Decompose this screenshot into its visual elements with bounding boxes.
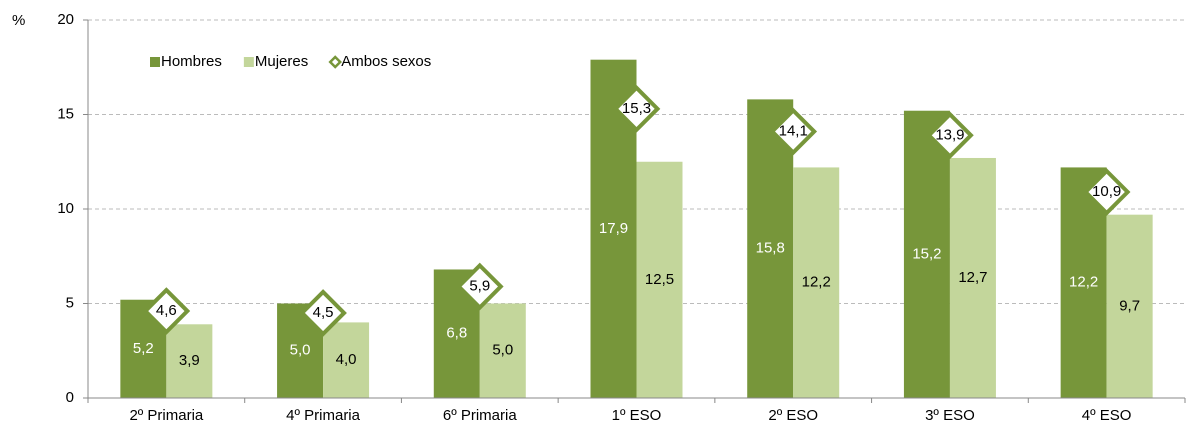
data-label: 12,2 (1069, 274, 1098, 291)
legend-marker (150, 57, 160, 67)
x-tick-label: 2º ESO (768, 407, 818, 424)
diamond-marker (769, 107, 818, 156)
bar (903, 110, 950, 398)
data-label: 5,0 (290, 342, 311, 359)
data-label: 15,2 (912, 245, 941, 262)
data-label: 15,3 (622, 100, 651, 117)
y-tick-label: 10 (57, 200, 74, 217)
diamond-marker (612, 85, 661, 133)
legend-marker (328, 55, 342, 69)
data-label: 12,2 (802, 274, 831, 291)
data-label: 14,1 (779, 122, 808, 139)
diamond-marker (1082, 168, 1131, 216)
legend-label: Mujeres (255, 53, 308, 70)
data-label: 4,5 (313, 304, 334, 321)
data-label: 13,9 (935, 126, 964, 143)
x-tick-label: 4º ESO (1082, 407, 1132, 424)
data-label: 4,6 (156, 302, 177, 319)
x-tick-label: 2º Primaria (129, 407, 203, 424)
y-tick-label: 0 (66, 389, 74, 406)
data-label: 5,0 (492, 342, 513, 359)
legend-label: Hombres (161, 53, 222, 70)
data-label: 17,9 (599, 220, 628, 237)
data-label: 12,5 (645, 271, 674, 288)
diamond-marker (455, 262, 504, 311)
data-label: 5,9 (469, 277, 490, 294)
bar (949, 157, 996, 398)
y-tick-label: 5 (66, 294, 74, 311)
data-label: 10,9 (1092, 183, 1121, 200)
diamond-marker (926, 111, 974, 160)
bar (479, 303, 526, 398)
bar (166, 324, 213, 398)
x-tick-label: 6º Primaria (443, 407, 517, 424)
diamond-marker (142, 287, 191, 335)
data-label: 6,8 (446, 325, 467, 342)
bar (636, 161, 683, 398)
x-tick-label: 3º ESO (925, 407, 975, 424)
y-axis-label: % (12, 12, 25, 29)
data-label: 5,2 (133, 340, 154, 357)
bar (323, 322, 370, 398)
x-tick-label: 1º ESO (612, 407, 662, 424)
bar (1106, 214, 1153, 398)
diamond-marker (299, 289, 347, 337)
y-tick-label: 20 (57, 11, 74, 28)
data-label: 9,7 (1119, 297, 1140, 314)
data-label: 15,8 (756, 240, 785, 257)
data-label: 12,7 (958, 269, 987, 286)
x-tick-label: 4º Primaria (286, 407, 360, 424)
bar (747, 99, 794, 398)
bar (793, 167, 840, 398)
y-tick-label: 15 (57, 105, 74, 122)
data-label: 4,0 (336, 351, 357, 368)
data-label: 3,9 (179, 352, 200, 369)
legend-marker (243, 57, 254, 67)
legend-label: Ambos sexos (341, 53, 431, 70)
